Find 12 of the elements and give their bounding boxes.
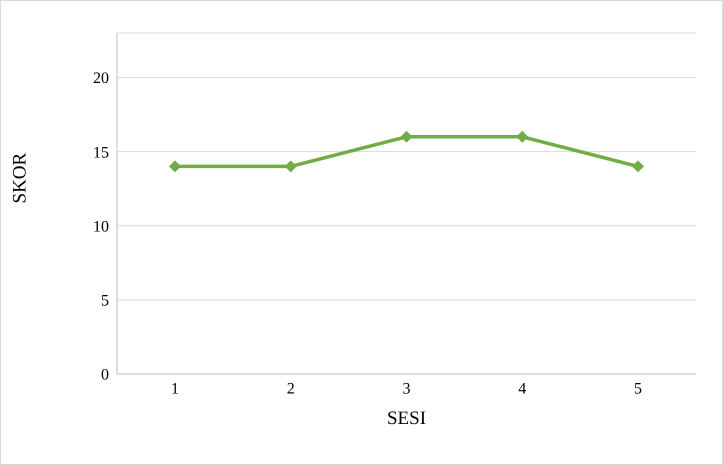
x-tick-label: 2: [286, 380, 295, 398]
x-tick-label: 3: [402, 380, 410, 398]
x-tick-label: 1: [171, 380, 179, 398]
y-tick-label: 20: [93, 70, 109, 88]
y-tick-label: 0: [101, 366, 109, 384]
y-axis-title: SKOR: [10, 152, 31, 204]
y-tick-label: 5: [101, 292, 109, 310]
y-tick-label: 10: [93, 218, 109, 236]
x-tick-label: 4: [518, 380, 526, 398]
x-tick-label: 5: [634, 380, 642, 398]
y-tick-label: 15: [93, 144, 109, 162]
x-axis-title: SESI: [386, 408, 426, 429]
